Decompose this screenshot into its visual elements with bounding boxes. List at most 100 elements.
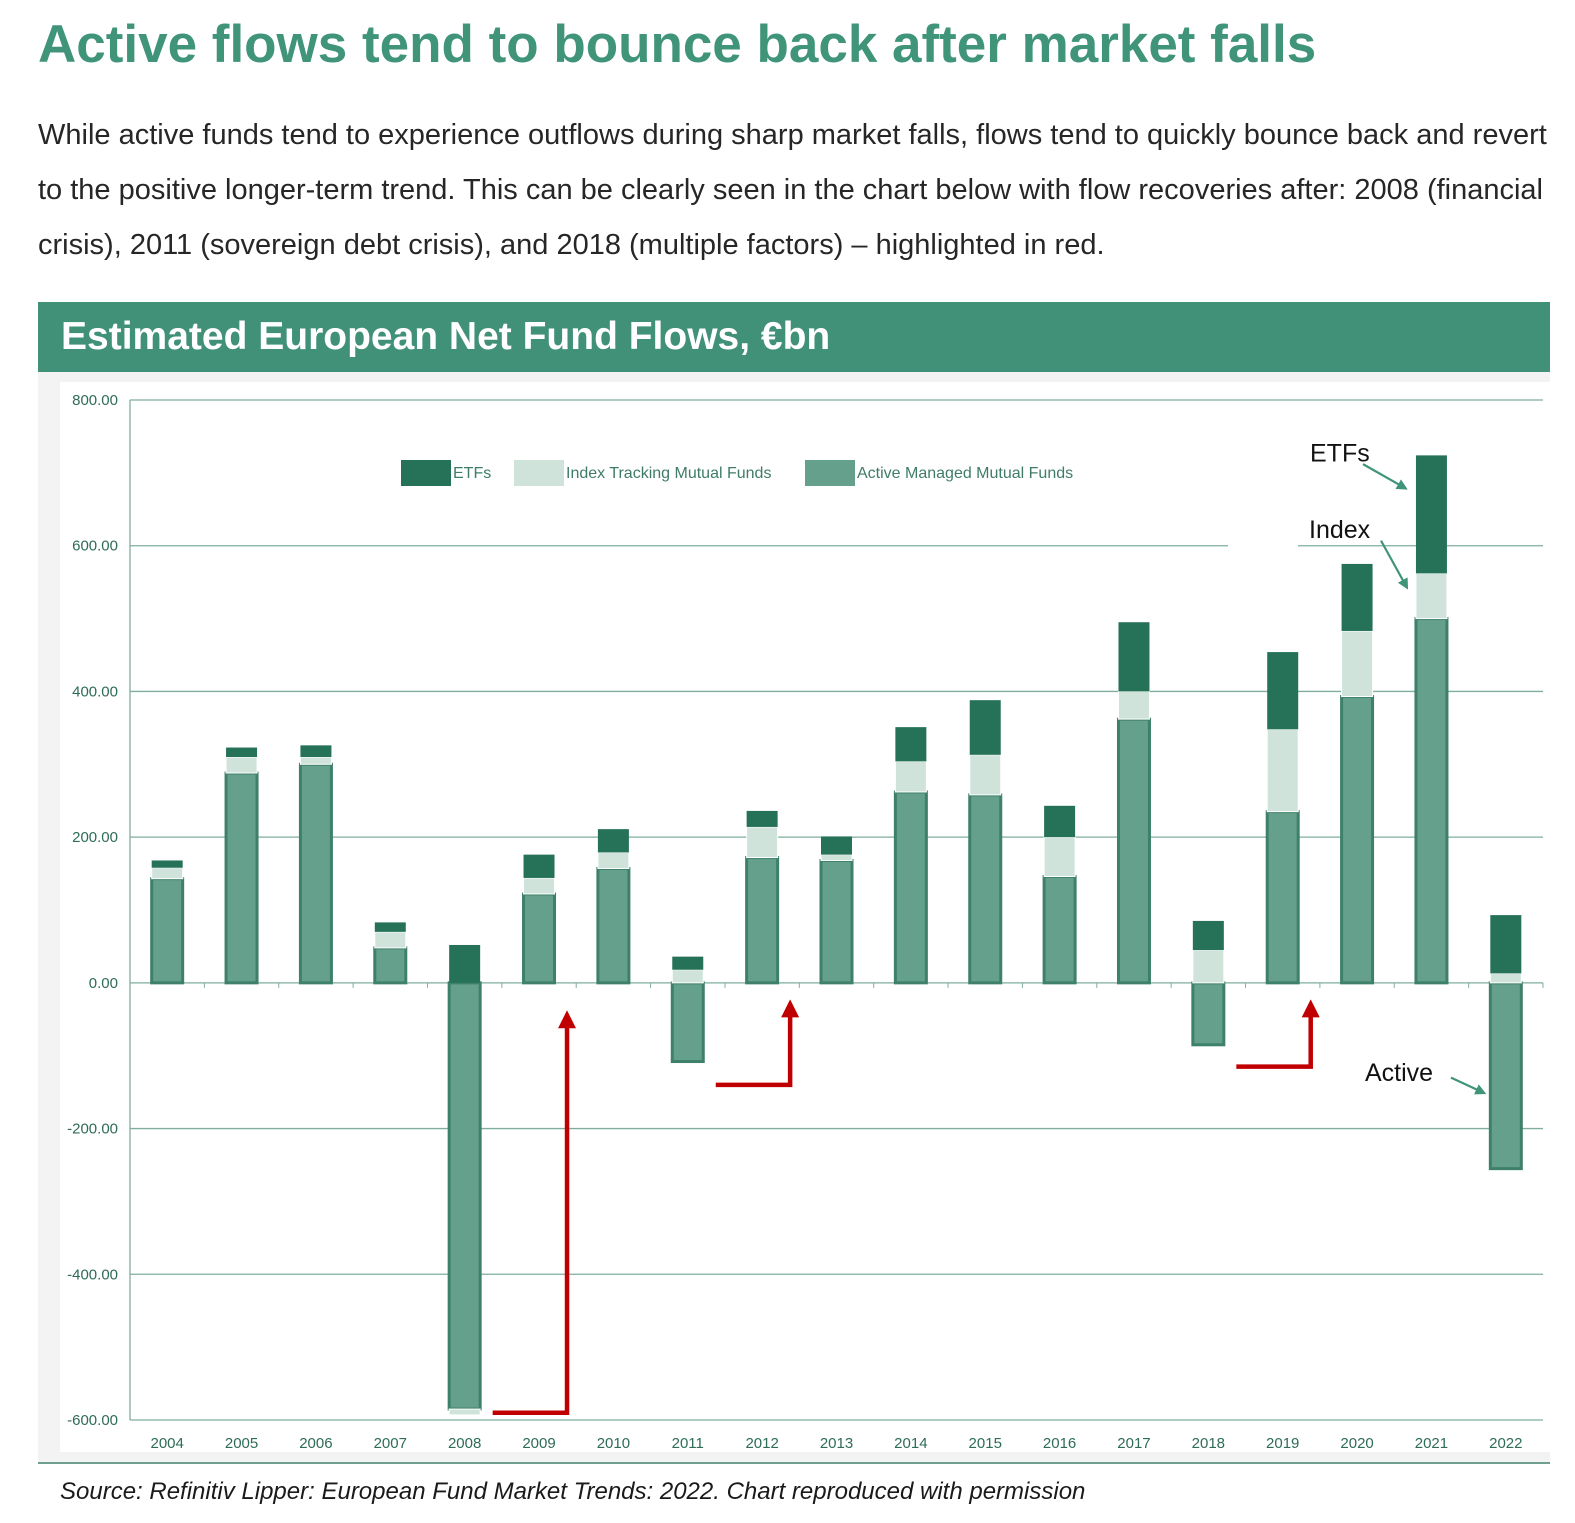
intro-paragraph: While active funds tend to experience ou… [38,119,1547,261]
recovery-arrow [715,999,800,1088]
legend-swatch [805,460,855,486]
bottom-divider [38,1462,1550,1464]
bar-index [225,756,258,774]
bar-index [1489,972,1522,984]
x-tick-label: 2013 [820,1435,853,1452]
bar-index [1043,836,1076,877]
annotation-index: Index [1309,516,1371,544]
bar-etf [151,860,183,868]
x-tick-label: 2021 [1415,1435,1448,1452]
bar-active [522,892,557,985]
bar-index [1341,630,1374,698]
y-tick-label: -400.00 [67,1266,118,1283]
bar-etf [746,810,778,827]
x-tick-label: 2008 [448,1435,481,1452]
chart-panel: 800.00 600.00 400.00 200.00 0.00 -200.00 -400.… [38,372,1550,1462]
x-tick-label: 2014 [894,1435,927,1452]
bar-active [596,866,631,985]
bar-etf [821,836,852,855]
recovery-arrow [1236,999,1320,1069]
bar-etf [1415,455,1447,574]
recovery-arrows [492,999,1320,1415]
x-tick-label: 2020 [1340,1435,1373,1452]
bar-index [448,1408,481,1416]
legend-label: ETFs [453,465,491,482]
bar-index [671,969,704,984]
x-tick-label: 2019 [1266,1435,1299,1452]
legend-swatch [401,460,451,486]
bar-active [670,981,705,1064]
bar-active [1191,981,1226,1047]
x-tick-label: 2016 [1043,1435,1076,1452]
bar-etf [597,829,629,853]
bar-etf [523,854,555,878]
bar-etf [969,700,1001,755]
bar-index [969,754,1002,796]
chart-title: Estimated European Net Fund Flows, €bn [61,315,831,358]
x-tick-label: 2007 [374,1435,407,1452]
bar-etf [449,944,481,983]
y-tick-label: -200.00 [67,1121,118,1138]
bar-index [374,931,407,949]
bar-active [373,946,408,985]
annotation-etfs: ETFs [1310,440,1370,468]
x-tick-label: 2015 [969,1435,1002,1452]
bar-index [820,854,853,861]
x-tick-label: 2005 [225,1435,258,1452]
bar-index [894,760,927,793]
bar-active [1116,717,1151,985]
source-note: Source: Refinitiv Lipper: European Fund … [60,1478,1086,1505]
fund-flows-chart: 800.00 600.00 400.00 200.00 0.00 -200.00 -400.… [60,382,1550,1452]
x-tick-label: 2010 [597,1435,630,1452]
chart-header-bar: Estimated European Net Fund Flows, €bn [38,302,1550,372]
x-tick-label: 2009 [522,1435,555,1452]
bar-index [1266,728,1299,813]
annotation-active-arrow [1450,1076,1487,1095]
bar-active [819,858,854,985]
y-tick-label: 600.00 [72,538,118,555]
bar-active [150,877,185,985]
legend-label: Index Tracking Mutual Funds [566,465,771,482]
bar-active [298,762,333,985]
x-tick-label: 2018 [1192,1435,1225,1452]
bars [150,455,1523,1416]
bar-active [1042,874,1077,985]
bar-etf [1192,920,1224,951]
bar-index [1415,572,1448,620]
bar-etf [1044,805,1076,838]
bar-index [1117,690,1150,720]
bar-etf [300,745,332,757]
grid-lines [130,399,1543,1275]
bar-active [1488,981,1523,1171]
x-tick-label: 2017 [1117,1435,1150,1452]
bar-active [893,790,928,985]
y-tick-label: 200.00 [72,829,118,846]
bar-active [1340,695,1375,985]
page-headline: Active flows tend to bounce back after m… [38,15,1317,74]
x-tick-label: 2011 [672,1435,704,1452]
annotation-index-arrow [1380,540,1409,590]
x-tick-label: 2004 [150,1435,183,1452]
bar-etf [1490,915,1522,974]
bar-active [224,771,259,985]
bar-index [299,756,332,765]
y-tick-label: 0.00 [89,975,118,992]
bar-index [523,877,556,895]
x-tick-label: 2006 [299,1435,332,1452]
bar-index [151,867,184,880]
bar-etf [226,747,258,757]
legend-gap [1228,542,1298,549]
bar-index [597,851,630,869]
bar-active [1265,810,1300,985]
y-tick-label: 400.00 [72,683,118,700]
y-tick-label: 800.00 [72,392,118,409]
annotation-etfs-arrow [1362,463,1408,490]
bar-active [968,793,1003,985]
bar-etf [374,922,406,932]
recovery-arrow [492,1010,577,1415]
annotation-active: Active [1365,1059,1433,1087]
x-tick-label: 2022 [1489,1435,1522,1452]
bar-etf [1267,652,1299,730]
axes: 800.00 600.00 400.00 200.00 0.00 -200.00 -400.… [67,392,1544,1452]
bar-active [1414,617,1449,985]
